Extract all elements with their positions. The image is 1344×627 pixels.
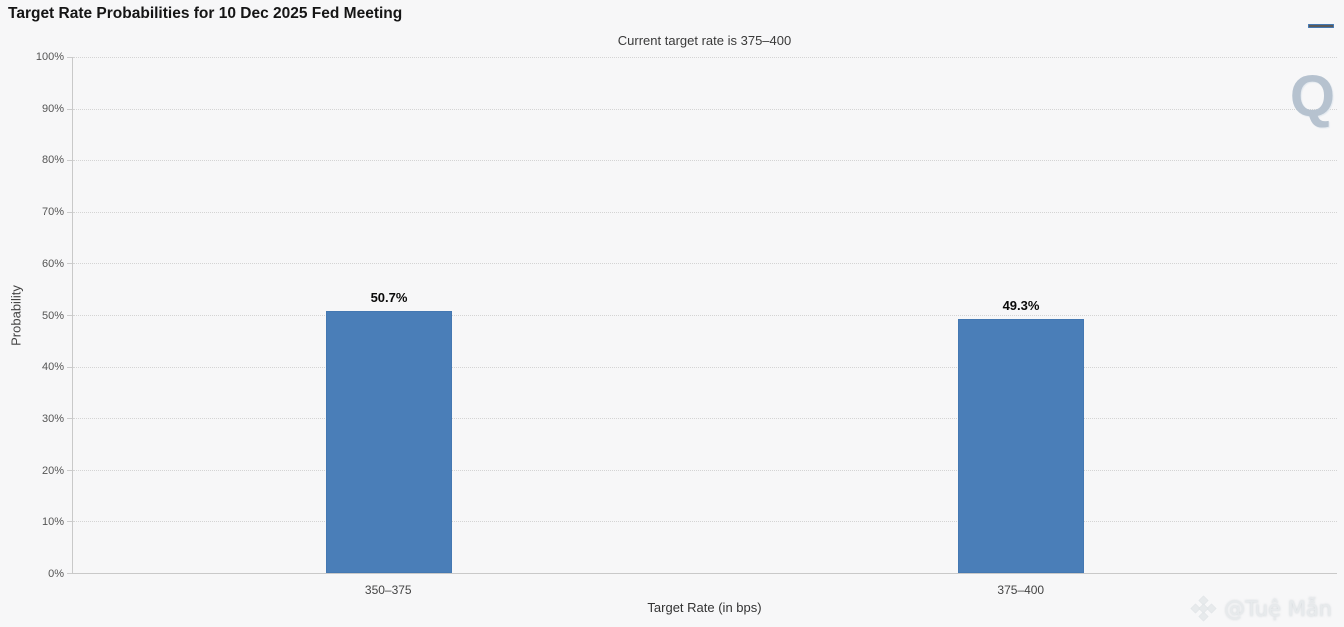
y-tick <box>67 108 72 110</box>
plot-area: 50.7% 49.3% <box>67 57 1337 574</box>
x-category-band: 375–400 <box>705 581 1338 599</box>
binance-diamond-icon <box>1190 595 1217 622</box>
chart-title: Target Rate Probabilities for 10 Dec 202… <box>8 5 403 22</box>
gridline-90 <box>73 108 1337 110</box>
bar-value-label: 50.7% <box>370 290 408 306</box>
bar-375–400[interactable] <box>958 318 1084 573</box>
y-tick <box>67 418 72 420</box>
x-tick-label-350–375: 350–375 <box>364 583 412 597</box>
y-tick-label-100: 100% <box>35 51 64 63</box>
y-tick <box>67 57 72 58</box>
y-tick-label-80: 80% <box>41 154 64 167</box>
gridline-100 <box>73 57 1337 58</box>
x-category-band: 350–375 <box>72 581 705 599</box>
quikstrike-q-watermark-icon: Q <box>1289 64 1335 129</box>
y-tick <box>67 315 72 316</box>
gridline-10 <box>73 521 1337 523</box>
x-axis-labels: 350–375 375–400 <box>72 581 1337 597</box>
credit-text: @Tuệ Mẫn <box>1224 596 1332 621</box>
x-tick-label-375–400: 375–400 <box>997 583 1045 597</box>
y-tick-label-30: 30% <box>41 412 64 425</box>
y-axis-labels: 0% 10% 20% 30% 40% 50% 60% 70% 80% 90% 100% <box>0 51 64 580</box>
credit-watermark: @Tuệ Mẫn <box>1190 595 1332 622</box>
category-band: 49.3% <box>705 57 1337 573</box>
y-tick-label-70: 70% <box>41 206 64 219</box>
y-tick-label-10: 10% <box>41 516 64 529</box>
gridline-50 <box>73 315 1337 316</box>
y-tick-label-20: 20% <box>41 464 64 477</box>
y-tick <box>67 521 72 523</box>
gridline-70 <box>73 211 1337 213</box>
y-tick <box>67 263 72 265</box>
gridline-80 <box>73 160 1337 162</box>
category-band: 50.7% <box>73 57 705 573</box>
y-tick-label-90: 90% <box>41 102 64 115</box>
y-tick-label-40: 40% <box>41 361 64 374</box>
x-axis-title: Target Rate (in bps) <box>647 600 762 615</box>
gridline-40 <box>73 366 1337 368</box>
y-tick <box>67 573 72 574</box>
y-tick <box>67 469 72 471</box>
hamburger-menu-icon[interactable] <box>1308 8 1334 28</box>
y-tick <box>67 160 72 162</box>
gridline-20 <box>73 469 1337 471</box>
gridline-60 <box>73 263 1337 265</box>
y-tick-label-0: 0% <box>48 568 64 580</box>
y-tick <box>67 211 72 213</box>
hamburger-line <box>1308 24 1334 28</box>
bar-350–375[interactable] <box>326 311 452 573</box>
y-tick-label-60: 60% <box>41 257 64 270</box>
y-tick <box>67 366 72 368</box>
bar-value-label: 49.3% <box>1002 297 1040 313</box>
chart-subtitle: Current target rate is 375–400 <box>617 33 792 48</box>
y-tick-label-50: 50% <box>41 309 64 322</box>
gridline-30 <box>73 418 1337 420</box>
